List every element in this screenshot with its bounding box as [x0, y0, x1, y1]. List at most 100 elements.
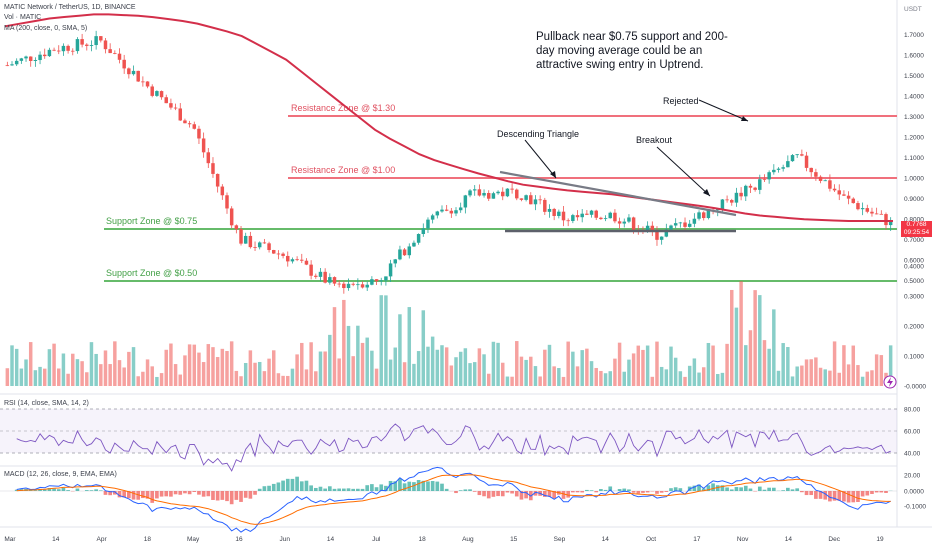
- macd-histogram-bar: [257, 488, 262, 491]
- macd-histogram-bar: [500, 491, 505, 497]
- macd-histogram-bar: [757, 486, 762, 491]
- volume-bar: [141, 371, 145, 386]
- macd-histogram-bar: [491, 491, 496, 497]
- candle-body: [164, 97, 168, 104]
- candle-body: [253, 247, 257, 248]
- volume-bar: [524, 359, 528, 386]
- volume-bar: [580, 350, 584, 386]
- candle-body: [52, 49, 56, 51]
- volume-bar: [659, 366, 664, 386]
- symbol-legend[interactable]: MATIC Network / TetherUS, 1D, BINANCE: [4, 4, 136, 11]
- candle-body: [706, 209, 711, 219]
- macd-histogram-bar: [94, 489, 98, 491]
- candle-body: [416, 234, 421, 243]
- macd-histogram-bar: [61, 487, 66, 491]
- macd-legend[interactable]: MACD (12, 26, close, 9, EMA, EMA): [4, 471, 117, 478]
- volume-bar: [496, 342, 500, 386]
- macd-line[interactable]: [16, 466, 891, 533]
- candle-body: [141, 81, 145, 83]
- volume-bar: [888, 345, 893, 386]
- macd-signal-line[interactable]: [16, 474, 891, 525]
- macd-histogram-bar: [108, 491, 112, 496]
- macd-histogram-bar: [472, 491, 477, 492]
- time-tick-label: Aug: [462, 536, 474, 543]
- main-note-line-2: day moving average could be an: [536, 45, 702, 57]
- volume-bar: [608, 371, 612, 386]
- candle-body: [178, 108, 182, 121]
- ma-legend[interactable]: MA (200, close, 0, SMA, 5): [4, 25, 88, 32]
- candle-body: [28, 56, 33, 61]
- volume-bar: [239, 376, 243, 386]
- rsi-line[interactable]: [16, 423, 891, 472]
- time-tick-label: Mar: [4, 536, 16, 543]
- volume-bar: [533, 366, 538, 386]
- price-tick-label: 0.9000: [904, 196, 924, 203]
- macd-histogram-bar: [178, 491, 183, 495]
- descending-triangle-top-line[interactable]: [499, 170, 737, 217]
- time-axis[interactable]: Mar 14 Apr 18 May 16 Jun 14 Jul 18 Aug 15 Sep 14 Oct 17…: [4, 536, 884, 543]
- macd-histogram-bar: [159, 491, 164, 497]
- candle-body: [552, 208, 556, 216]
- macd-histogram-bar: [253, 491, 257, 495]
- volume-bar: [767, 348, 771, 386]
- candle-body: [145, 81, 150, 87]
- lightning-icon[interactable]: [883, 375, 897, 389]
- macd-histogram-bar: [360, 488, 365, 491]
- macd-histogram-bar: [879, 491, 884, 493]
- macd-histogram-bar: [585, 489, 589, 491]
- candle-body: [356, 284, 360, 286]
- macd-histogram-bar: [426, 481, 430, 491]
- macd-histogram-bar: [327, 486, 332, 491]
- volume-bar: [846, 364, 851, 386]
- candle-body: [360, 284, 365, 288]
- candle-body: [505, 188, 510, 197]
- macd-histogram-bar: [580, 491, 585, 493]
- volume-bar: [388, 359, 393, 386]
- volume-bar: [482, 354, 486, 386]
- triangle-arrowhead: [550, 171, 556, 178]
- price-tick-label: 0.6000: [904, 258, 924, 265]
- candle-body: [631, 217, 636, 230]
- candle-body: [332, 277, 337, 284]
- candle-body: [543, 199, 547, 212]
- candle-body: [99, 36, 103, 41]
- macd-histogram-bar: [47, 487, 52, 491]
- volume-bar: [38, 366, 42, 386]
- macd-histogram-bar: [33, 490, 38, 491]
- price-axis[interactable]: 1.7000 1.6000 1.5000 1.4000 1.3000 1.2000 1.10…: [904, 32, 924, 285]
- macd-histogram-bar: [790, 489, 795, 491]
- candle-body: [767, 172, 771, 180]
- macd-histogram-bar: [795, 488, 800, 491]
- macd-histogram-bar: [155, 491, 159, 499]
- volume-bar: [486, 373, 491, 386]
- volume-legend[interactable]: Vol · MATIC: [4, 14, 42, 21]
- time-tick-label: 18: [144, 536, 152, 543]
- candle-body: [201, 138, 206, 153]
- volume-bar: [519, 356, 524, 386]
- candle-body: [304, 260, 309, 265]
- macd-histogram-bar: [547, 491, 552, 497]
- volume-bar: [585, 348, 589, 386]
- volume-bar: [669, 346, 673, 386]
- candle-body: [346, 283, 351, 289]
- candle-body: [211, 163, 215, 174]
- volume-bar: [229, 341, 234, 386]
- candle-body: [524, 195, 528, 200]
- volume-bar: [356, 325, 360, 386]
- rsi-legend[interactable]: RSI (14, close, SMA, 14, 2): [4, 400, 89, 407]
- candle-body: [155, 91, 159, 96]
- macd-histogram-bar: [594, 491, 599, 493]
- macd-histogram-bar: [295, 476, 299, 491]
- ma-200-line[interactable]: [4, 13, 893, 222]
- volume-bar: [795, 366, 799, 386]
- volume-bar: [814, 357, 818, 386]
- volume-bar: [622, 371, 626, 386]
- volume-bar: [664, 369, 669, 386]
- annotation-arrows: [524, 99, 749, 197]
- macd-histogram-bar: [197, 491, 201, 495]
- macd-histogram-bar: [725, 487, 729, 491]
- time-tick-label: Nov: [737, 536, 749, 543]
- volume-bar: [776, 370, 781, 386]
- candle-body: [47, 49, 52, 57]
